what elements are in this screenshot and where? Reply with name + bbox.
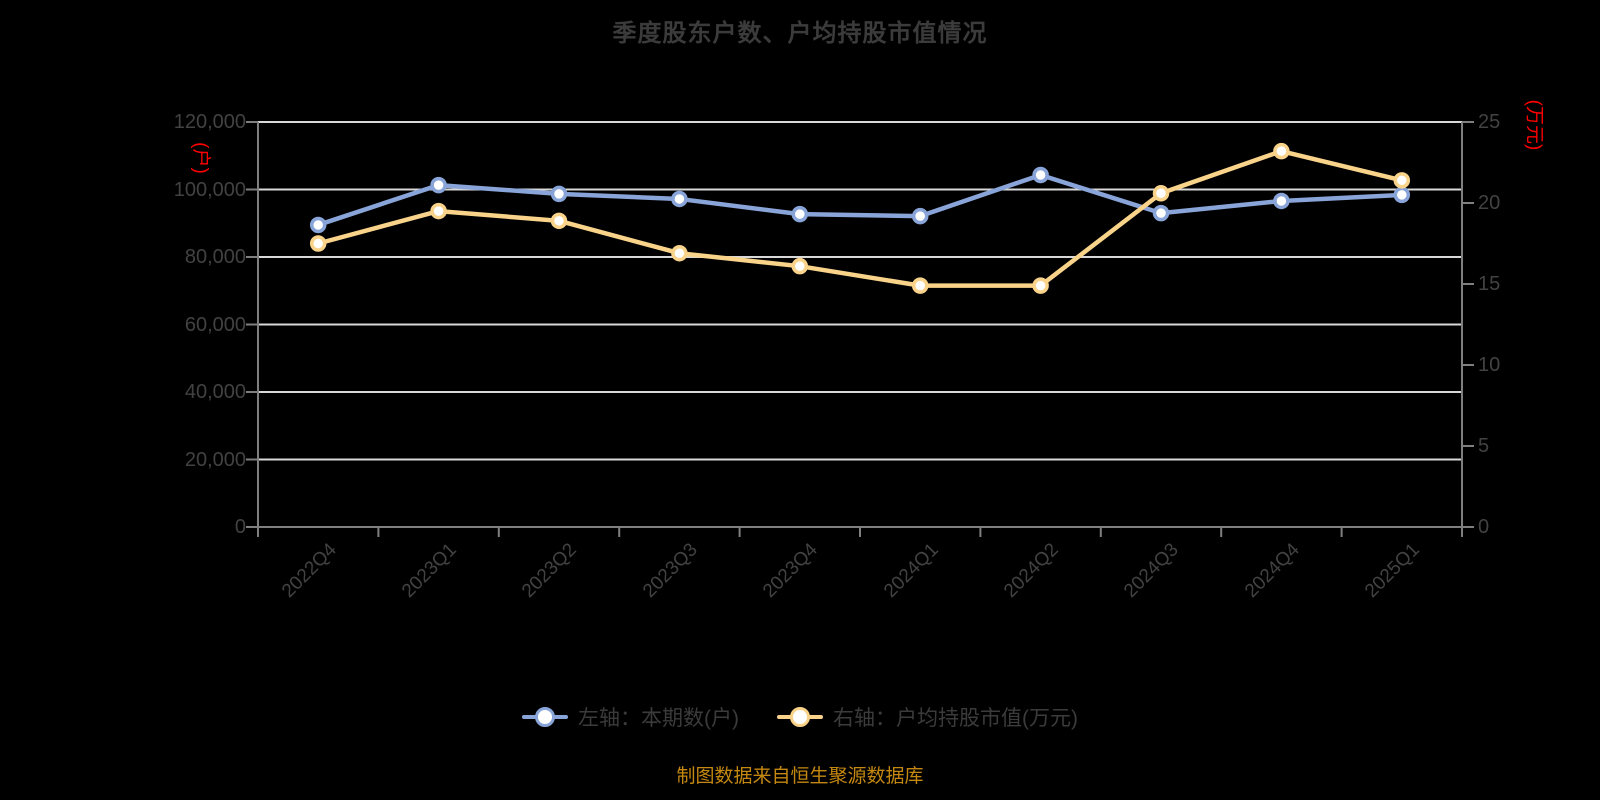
data-point-marker [911, 277, 929, 294]
legend-label: 左轴：本期数(户) [578, 707, 739, 730]
series-line-market-value [315, 148, 1405, 288]
data-point-marker [1152, 185, 1170, 202]
data-point-marker [430, 202, 447, 220]
data-point-marker [430, 176, 447, 194]
y-axis-left-tick-label: 20,000 [184, 448, 246, 471]
data-point-marker [1152, 204, 1170, 222]
y-axis-left-tick-label: 80,000 [184, 246, 246, 268]
y-axis-right-tick-label: 10 [1478, 354, 1501, 376]
data-point-marker [1032, 277, 1049, 294]
data-point-marker [550, 212, 568, 230]
y-axis-left-tick-label: 60,000 [184, 313, 246, 336]
legend-line-circle-icon [777, 706, 823, 728]
y-axis-right-tick-label: 0 [1478, 516, 1490, 538]
data-point-marker [671, 244, 688, 262]
y-axis-right-tick-label: 20 [1478, 192, 1501, 214]
data-point-marker [550, 185, 568, 203]
y-axis-left-tick-label: 40,000 [184, 381, 246, 403]
data-point-marker [791, 205, 809, 223]
legend-item-market-value: 右轴：户均持股市值(万元) [777, 702, 1078, 732]
legend: 左轴：本期数(户) 右轴：户均持股市值(万元) [0, 702, 1600, 732]
data-point-marker [911, 207, 929, 225]
y-axis-left-unit-label: (户) [189, 142, 211, 174]
data-point-marker [1032, 166, 1049, 184]
legend-label: 右轴：户均持股市值(万元) [833, 707, 1078, 730]
data-point-marker [309, 235, 327, 252]
y-axis-right-tick-label: 5 [1478, 435, 1490, 457]
y-axis-right-tick-label: 15 [1478, 273, 1501, 295]
data-point-marker [671, 190, 688, 208]
y-axis-left-tick-label: 100,000 [173, 178, 246, 201]
data-point-marker [309, 216, 327, 234]
data-point-marker [1393, 186, 1411, 204]
y-axis-right-unit-label: (万元) [1523, 99, 1545, 151]
y-axis-left-tick-label: 120,000 [173, 111, 246, 133]
data-point-marker [1273, 192, 1290, 210]
data-point-marker [791, 257, 809, 275]
data-point-marker [1393, 172, 1411, 189]
chart-title: 季度股东户数、户均持股市值情况 [612, 20, 988, 47]
legend-item-holders: 左轴：本期数(户) [522, 702, 739, 732]
legend-line-circle-icon [522, 706, 568, 728]
footer-note: 制图数据来自恒生聚源数据库 [676, 766, 924, 787]
y-axis-right-tick-label: 25 [1478, 111, 1501, 133]
y-axis-left-tick-label: 0 [234, 516, 246, 538]
data-point-marker [1273, 142, 1290, 160]
series-line-holders [315, 172, 1405, 228]
